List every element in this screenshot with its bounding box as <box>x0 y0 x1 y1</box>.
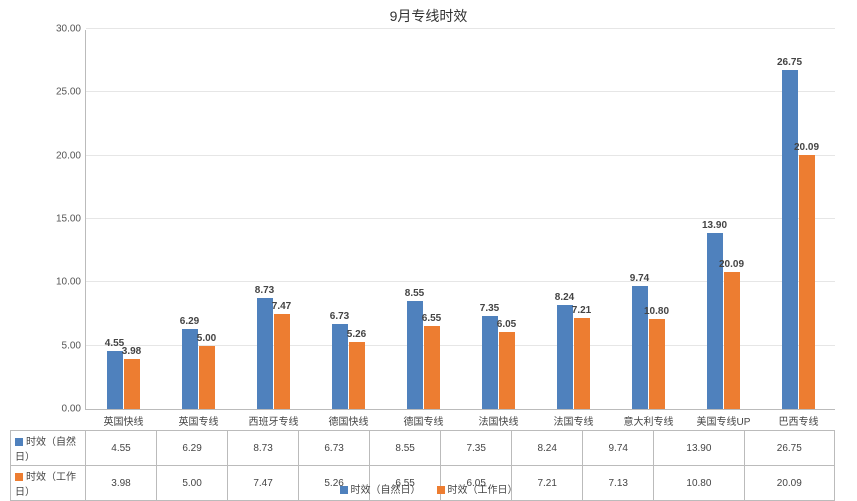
bar-series-a: 6.73 <box>332 324 348 409</box>
bar-value-label: 7.21 <box>572 305 591 318</box>
gridline <box>86 28 835 29</box>
category-label: 英国快线 <box>86 409 161 428</box>
category-label: 意大利专线 <box>611 409 686 428</box>
table-cell: 4.55 <box>86 431 157 466</box>
bar-series-a: 9.74 <box>632 286 648 409</box>
table-row: 时效（自然日）4.556.298.736.738.557.358.249.741… <box>11 431 835 466</box>
bar-value-label: 9.74 <box>630 273 649 286</box>
bar-series-a: 8.24 <box>557 305 573 409</box>
bar-series-b: 20.09 <box>799 155 815 409</box>
bar-group: 8.247.21法国专线 <box>536 30 611 409</box>
bar-group: 26.7520.09巴西专线 <box>761 30 836 409</box>
bar-value-label: 20.09 <box>719 259 744 272</box>
legend: 时效（自然日） 时效（工作日） <box>0 481 857 496</box>
bar-value-label: 5.00 <box>197 333 216 346</box>
bar-value-label: 6.05 <box>497 319 516 332</box>
y-tick-label: 5.00 <box>41 340 81 351</box>
category-label: 德国专线 <box>386 409 461 428</box>
bar-value-label: 8.24 <box>555 292 574 305</box>
bar-group: 6.735.26德国快线 <box>311 30 386 409</box>
bar-group: 7.356.05法国快线 <box>461 30 536 409</box>
table-cell: 6.73 <box>299 431 370 466</box>
y-tick-label: 25.00 <box>41 87 81 98</box>
bar-value-label: 13.90 <box>702 220 727 233</box>
bar-group: 8.737.47西班牙专线 <box>236 30 311 409</box>
bar-series-a: 8.73 <box>257 298 273 409</box>
bar-group: 6.295.00英国专线 <box>161 30 236 409</box>
bar-series-b: 5.26 <box>349 342 365 409</box>
table-cell: 6.29 <box>157 431 228 466</box>
y-tick-label: 15.00 <box>41 214 81 225</box>
bar-series-b: 6.05 <box>499 332 515 409</box>
bar-series-a: 26.75 <box>782 70 798 409</box>
table-cell: 13.90 <box>654 431 744 466</box>
row-header: 时效（自然日） <box>11 431 86 466</box>
bar-value-label: 8.55 <box>405 288 424 301</box>
table-cell: 7.35 <box>441 431 512 466</box>
category-label: 西班牙专线 <box>236 409 311 428</box>
bar-value-label: 20.09 <box>794 142 819 155</box>
y-tick-label: 20.00 <box>41 150 81 161</box>
bar-value-label: 6.55 <box>422 313 441 326</box>
bar-group: 8.556.55德国专线 <box>386 30 461 409</box>
legend-item: 时效（自然日） <box>340 485 421 496</box>
bar-value-label: 3.98 <box>122 346 141 359</box>
category-label: 巴西专线 <box>761 409 836 428</box>
legend-swatch <box>437 486 445 494</box>
bar-series-b: 20.09 <box>724 272 740 409</box>
bar-series-a: 7.35 <box>482 316 498 409</box>
table-cell: 8.73 <box>228 431 299 466</box>
category-label: 法国快线 <box>461 409 536 428</box>
bar-series-b: 3.98 <box>124 359 140 409</box>
bar-group: 4.553.98英国快线 <box>86 30 161 409</box>
bar-series-a: 6.29 <box>182 329 198 409</box>
chart-container: 9月专线时效 0.005.0010.0015.0020.0025.0030.00… <box>0 0 857 500</box>
bar-series-a: 8.55 <box>407 301 423 409</box>
plot-area: 0.005.0010.0015.0020.0025.0030.004.553.9… <box>85 30 835 410</box>
y-tick-label: 10.00 <box>41 277 81 288</box>
bar-series-b: 7.21 <box>574 318 590 409</box>
category-label: 法国专线 <box>536 409 611 428</box>
table-cell: 8.24 <box>512 431 583 466</box>
bar-value-label: 7.35 <box>480 303 499 316</box>
bar-value-label: 26.75 <box>777 57 802 70</box>
bar-series-b: 10.80 <box>649 319 665 409</box>
bar-series-a: 4.55 <box>107 351 123 409</box>
category-label: 英国专线 <box>161 409 236 428</box>
table-cell: 9.74 <box>583 431 654 466</box>
bar-series-b: 5.00 <box>199 346 215 409</box>
bar-value-label: 6.73 <box>330 311 349 324</box>
bar-series-b: 6.55 <box>424 326 440 409</box>
bar-value-label: 8.73 <box>255 285 274 298</box>
y-tick-label: 0.00 <box>41 404 81 415</box>
bar-value-label: 5.26 <box>347 329 366 342</box>
legend-swatch <box>340 486 348 494</box>
bar-value-label: 10.80 <box>644 306 669 319</box>
category-label: 美国专线UP <box>686 409 761 428</box>
chart-title: 9月专线时效 <box>0 6 857 26</box>
bar-series-b: 7.47 <box>274 314 290 409</box>
table-cell: 26.75 <box>744 431 834 466</box>
bar-value-label: 7.47 <box>272 301 291 314</box>
legend-item: 时效（工作日） <box>437 485 518 496</box>
category-label: 德国快线 <box>311 409 386 428</box>
bar-value-label: 6.29 <box>180 316 199 329</box>
bar-group: 13.9020.09美国专线UP <box>686 30 761 409</box>
color-swatch <box>15 438 23 446</box>
y-tick-label: 30.00 <box>41 24 81 35</box>
bar-group: 9.7410.80意大利专线 <box>611 30 686 409</box>
table-cell: 8.55 <box>370 431 441 466</box>
